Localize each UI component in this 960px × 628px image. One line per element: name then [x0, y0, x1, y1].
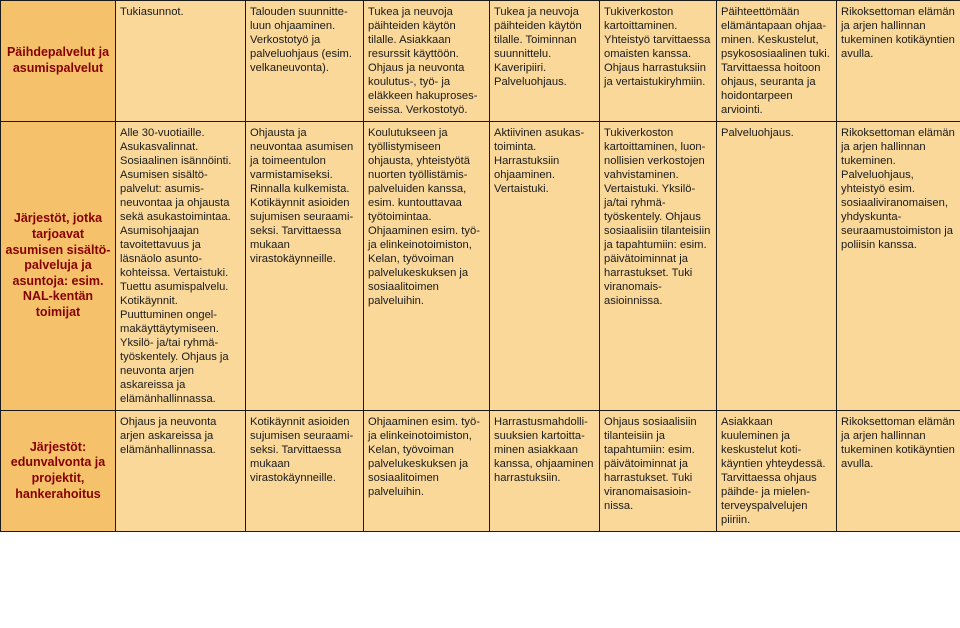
table-cell: Tukiverkoston kartoittaminen, luon­nolli…	[600, 122, 717, 411]
table-cell: Ohjaus sosiaalisiin tilanteisiin ja tapa…	[600, 411, 717, 532]
table-cell: Ohjaus ja neuvonta arjen askareissa ja e…	[116, 411, 246, 532]
table-cell: Rikoksettoman elämän ja arjen hallinnan …	[837, 1, 960, 122]
table-cell: Kotikäynnit asioiden sujumisen seuraami­…	[246, 411, 364, 532]
table-cell: Talouden suunnitte­luun ohjaaminen. Verk…	[246, 1, 364, 122]
table-cell: Alle 30-vuotiaille. Asukasvalinnat. Sosi…	[116, 122, 246, 411]
service-table: Päihdepalvelut ja asumis­palvelutTukiasu…	[0, 0, 960, 532]
table-cell: Rikoksettoman elämän ja arjen hallinnan …	[837, 411, 960, 532]
table-cell: Rikoksettoman elämän ja arjen hallinnan …	[837, 122, 960, 411]
table-row: Järjestöt, jotka tarjoavat asumisen sisä…	[1, 122, 960, 411]
table-row: Päihdepalvelut ja asumis­palvelutTukiasu…	[1, 1, 960, 122]
table-cell: Aktiivinen asukas­toiminta. Harrastuksii…	[490, 122, 600, 411]
table-row: Järjestöt: edunvalvonta ja projektit, ha…	[1, 411, 960, 532]
table-cell: Tukiverkoston kartoittaminen. Yhteistyö …	[600, 1, 717, 122]
table-cell: Tukea ja neuvoja päihteiden käytön tilal…	[364, 1, 490, 122]
row-header: Järjestöt, jotka tarjoavat asumisen sisä…	[1, 122, 116, 411]
row-header: Järjestöt: edunvalvonta ja projektit, ha…	[1, 411, 116, 532]
table-cell: Palveluohjaus.	[717, 122, 837, 411]
table-cell: Tukea ja neuvoja päihteiden käytön tilal…	[490, 1, 600, 122]
table-cell: Ohjausta ja neuvontaa asumisen ja toimee…	[246, 122, 364, 411]
table-cell: Koulutukseen ja työllistymiseen ohjausta…	[364, 122, 490, 411]
table-cell: Harrastusmahdolli­suuksien kartoitta­min…	[490, 411, 600, 532]
row-header: Päihdepalvelut ja asumis­palvelut	[1, 1, 116, 122]
table-cell: Tukiasunnot.	[116, 1, 246, 122]
table-cell: Asiakkaan kuuleminen ja keskustelut koti…	[717, 411, 837, 532]
table-cell: Ohjaaminen esim. työ- ja elinkeino­toimi…	[364, 411, 490, 532]
table-cell: Päihteettömään elämäntapaan ohjaa­minen.…	[717, 1, 837, 122]
